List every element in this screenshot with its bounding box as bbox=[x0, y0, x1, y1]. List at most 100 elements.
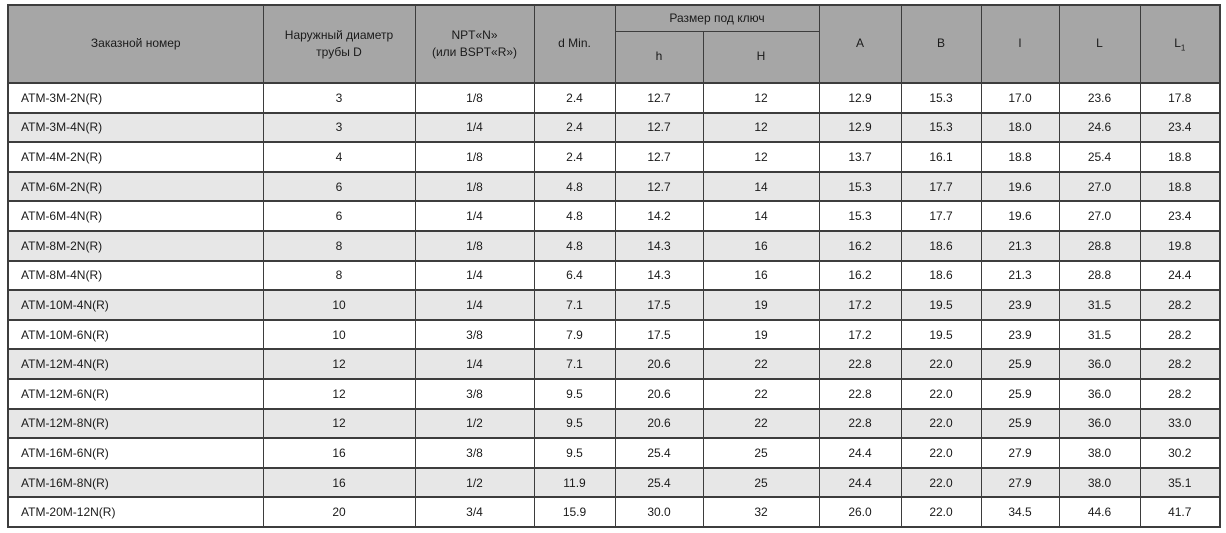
cell-d_min: 7.1 bbox=[533, 289, 616, 321]
cell-L1: 28.2 bbox=[1139, 289, 1221, 321]
cell-h: 14.2 bbox=[614, 200, 704, 232]
table-row: ATM-16M-8N(R) 16 1/2 11.9 25.4 25 24.4 22.0 27.9… bbox=[7, 466, 1221, 499]
cell-h: 20.6 bbox=[614, 348, 704, 380]
header-wrench-size-group: Размер под ключ bbox=[614, 4, 820, 32]
cell-L1: 28.2 bbox=[1139, 348, 1221, 380]
cell-l: 27.9 bbox=[980, 466, 1060, 499]
cell-npt: 3/8 bbox=[414, 318, 535, 351]
cell-L: 28.8 bbox=[1058, 229, 1141, 262]
cell-D: 3 bbox=[262, 82, 416, 114]
cell-A: 15.3 bbox=[818, 170, 902, 203]
cell-L1: 17.8 bbox=[1139, 82, 1221, 114]
cell-D: 10 bbox=[262, 318, 416, 351]
table-row: ATM-3M-2N(R) 3 1/8 2.4 12.7 12 12.9 15.3 17.0 23.… bbox=[7, 82, 1221, 114]
header-order-number: Заказной номер bbox=[7, 4, 264, 84]
table-row: ATM-12M-4N(R) 12 1/4 7.1 20.6 22 22.8 22.0 25.9 3… bbox=[7, 348, 1221, 380]
cell-l: 17.0 bbox=[980, 82, 1060, 114]
table-row: ATM-8M-4N(R) 8 1/4 6.4 14.3 16 16.2 18.6 21.3 28.… bbox=[7, 259, 1221, 292]
cell-D: 6 bbox=[262, 170, 416, 203]
cell-L1: 33.0 bbox=[1139, 407, 1221, 440]
cell-B: 17.7 bbox=[900, 170, 982, 203]
cell-A: 22.8 bbox=[818, 377, 902, 410]
cell-order: ATM-8M-2N(R) bbox=[7, 229, 264, 262]
cell-D: 20 bbox=[262, 496, 416, 528]
cell-H: 25 bbox=[702, 466, 820, 499]
cell-A: 16.2 bbox=[818, 229, 902, 262]
cell-order: ATM-10M-4N(R) bbox=[7, 289, 264, 321]
header-l1-base: L bbox=[1174, 36, 1181, 51]
cell-order: ATM-8M-4N(R) bbox=[7, 259, 264, 292]
table-row: ATM-4M-2N(R) 4 1/8 2.4 12.7 12 13.7 16.1 18.8 25.… bbox=[7, 141, 1221, 173]
cell-H: 12 bbox=[702, 141, 820, 173]
cell-A: 22.8 bbox=[818, 348, 902, 380]
header-b: B bbox=[900, 4, 982, 84]
cell-A: 15.3 bbox=[818, 200, 902, 232]
table-row: ATM-10M-4N(R) 10 1/4 7.1 17.5 19 17.2 19.5 23.9 3… bbox=[7, 289, 1221, 321]
cell-l: 27.9 bbox=[980, 437, 1060, 469]
header-d-min: d Min. bbox=[533, 4, 616, 84]
cell-A: 24.4 bbox=[818, 466, 902, 499]
cell-D: 16 bbox=[262, 437, 416, 469]
cell-h: 25.4 bbox=[614, 466, 704, 499]
cell-L1: 30.2 bbox=[1139, 437, 1221, 469]
cell-order: ATM-12M-4N(R) bbox=[7, 348, 264, 380]
cell-order: ATM-12M-6N(R) bbox=[7, 377, 264, 410]
cell-H: 19 bbox=[702, 289, 820, 321]
cell-D: 10 bbox=[262, 289, 416, 321]
cell-L: 38.0 bbox=[1058, 466, 1141, 499]
header-a: A bbox=[818, 4, 902, 84]
cell-B: 15.3 bbox=[900, 111, 982, 144]
cell-L: 38.0 bbox=[1058, 437, 1141, 469]
cell-L: 25.4 bbox=[1058, 141, 1141, 173]
cell-L: 31.5 bbox=[1058, 289, 1141, 321]
cell-L1: 19.8 bbox=[1139, 229, 1221, 262]
table-header: Заказной номер Наружный диаметр трубы D … bbox=[7, 4, 1221, 84]
cell-h: 17.5 bbox=[614, 318, 704, 351]
cell-L1: 24.4 bbox=[1139, 259, 1221, 292]
cell-order: ATM-3M-2N(R) bbox=[7, 82, 264, 114]
cell-H: 32 bbox=[702, 496, 820, 528]
cell-L1: 41.7 bbox=[1139, 496, 1221, 528]
cell-d_min: 2.4 bbox=[533, 141, 616, 173]
cell-B: 18.6 bbox=[900, 229, 982, 262]
cell-d_min: 2.4 bbox=[533, 111, 616, 144]
cell-B: 22.0 bbox=[900, 377, 982, 410]
cell-order: ATM-6M-4N(R) bbox=[7, 200, 264, 232]
cell-B: 22.0 bbox=[900, 466, 982, 499]
cell-H: 14 bbox=[702, 200, 820, 232]
cell-l: 23.9 bbox=[980, 318, 1060, 351]
table-row: ATM-6M-4N(R) 6 1/4 4.8 14.2 14 15.3 17.7 19.6 27.… bbox=[7, 200, 1221, 232]
cell-B: 22.0 bbox=[900, 496, 982, 528]
header-l1-sub: 1 bbox=[1180, 43, 1186, 53]
cell-d_min: 6.4 bbox=[533, 259, 616, 292]
cell-h: 30.0 bbox=[614, 496, 704, 528]
cell-H: 16 bbox=[702, 259, 820, 292]
cell-H: 12 bbox=[702, 111, 820, 144]
cell-B: 15.3 bbox=[900, 82, 982, 114]
cell-L: 27.0 bbox=[1058, 170, 1141, 203]
cell-L1: 28.2 bbox=[1139, 318, 1221, 351]
cell-npt: 1/8 bbox=[414, 229, 535, 262]
table-row: ATM-16M-6N(R) 16 3/8 9.5 25.4 25 24.4 22.0 27.9 3… bbox=[7, 437, 1221, 469]
cell-order: ATM-16M-8N(R) bbox=[7, 466, 264, 499]
cell-D: 12 bbox=[262, 348, 416, 380]
cell-npt: 1/4 bbox=[414, 348, 535, 380]
cell-d_min: 11.9 bbox=[533, 466, 616, 499]
cell-h: 14.3 bbox=[614, 229, 704, 262]
cell-H: 19 bbox=[702, 318, 820, 351]
cell-D: 6 bbox=[262, 200, 416, 232]
cell-npt: 1/4 bbox=[414, 200, 535, 232]
cell-h: 12.7 bbox=[614, 141, 704, 173]
table-row: ATM-12M-6N(R) 12 3/8 9.5 20.6 22 22.8 22.0 25.9 3… bbox=[7, 377, 1221, 410]
header-outer-diameter: Наружный диаметр трубы D bbox=[262, 4, 416, 84]
cell-h: 25.4 bbox=[614, 437, 704, 469]
cell-D: 3 bbox=[262, 111, 416, 144]
cell-L1: 28.2 bbox=[1139, 377, 1221, 410]
cell-npt: 1/4 bbox=[414, 111, 535, 144]
cell-B: 22.0 bbox=[900, 348, 982, 380]
cell-A: 17.2 bbox=[818, 318, 902, 351]
header-wrench-h: h bbox=[614, 30, 704, 84]
cell-A: 12.9 bbox=[818, 111, 902, 144]
cell-H: 22 bbox=[702, 407, 820, 440]
cell-A: 12.9 bbox=[818, 82, 902, 114]
